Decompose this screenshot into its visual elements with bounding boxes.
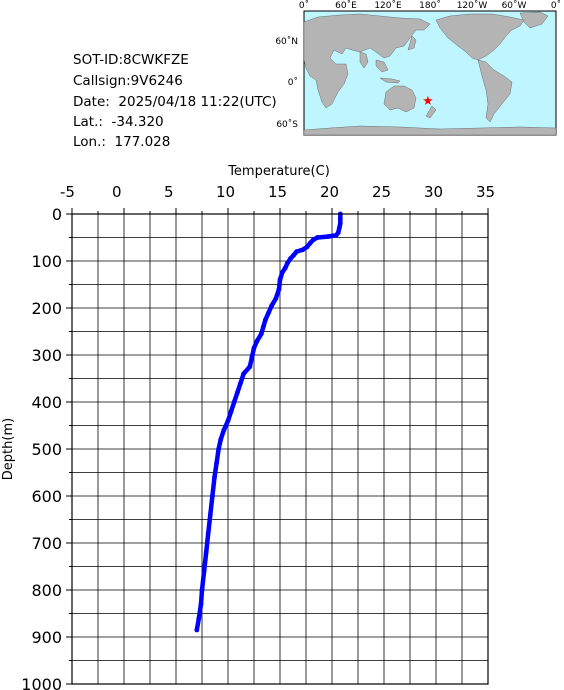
lat-label: Lat.: -34.320 xyxy=(73,114,164,130)
data-point xyxy=(228,409,234,414)
x-tick-label: 25 xyxy=(372,183,391,201)
y-tick-label: 700 xyxy=(31,534,62,553)
map-top-ticks: 0˚ 60˚E 120˚E 180˚ 120˚W 60˚W 0˚ xyxy=(299,0,561,11)
data-point xyxy=(263,317,268,323)
data-point xyxy=(207,512,213,518)
lon-label: Lon.: 177.028 xyxy=(73,134,171,150)
data-point xyxy=(199,587,205,593)
data-point xyxy=(221,427,227,433)
map-left-ticks: 60˚N 0˚ 60˚S xyxy=(275,36,298,130)
map-tick-label: 60˚W xyxy=(502,0,527,11)
y-tick-label: 800 xyxy=(31,581,62,600)
data-point xyxy=(212,474,217,480)
data-point xyxy=(337,216,343,222)
x-tick-label: 20 xyxy=(320,183,339,201)
date-label: Date: 2025/04/18 11:22(UTC) xyxy=(73,94,277,110)
x-tick-label: 0 xyxy=(112,183,122,201)
x-tick-label: 35 xyxy=(476,183,495,201)
star-icon xyxy=(423,95,433,105)
data-point xyxy=(203,550,209,555)
data-point xyxy=(231,399,237,405)
data-point xyxy=(307,240,313,246)
temperature-profile-line xyxy=(194,211,343,633)
x-tick-label: 15 xyxy=(268,183,287,201)
callsign-label: Callsign:9V6246 xyxy=(73,73,183,89)
data-point xyxy=(269,303,275,309)
data-point xyxy=(216,446,222,452)
map-tick-label: 0˚ xyxy=(551,0,561,11)
data-point xyxy=(284,260,290,266)
sot-id-label: SOT-ID:8CWKFZE xyxy=(73,52,189,68)
y-tick-label: 900 xyxy=(31,628,62,647)
data-point xyxy=(266,310,271,316)
map-tick-label: 0˚ xyxy=(288,77,298,88)
y-tick-label: 200 xyxy=(31,299,62,318)
data-point xyxy=(273,296,279,301)
data-point xyxy=(282,265,288,271)
y-tick-label: 300 xyxy=(31,346,62,365)
map-tick-label: 120˚E xyxy=(374,0,402,11)
data-point xyxy=(194,627,200,633)
x-axis-label: Temperature(C) xyxy=(227,164,330,179)
data-point xyxy=(279,270,285,276)
y-tick-label: 600 xyxy=(31,487,62,506)
map-tick-label: 120˚W xyxy=(457,0,488,11)
data-point xyxy=(201,568,207,574)
data-point xyxy=(337,221,343,226)
data-point xyxy=(325,234,331,239)
data-point xyxy=(336,225,342,231)
y-tick-label: 1000 xyxy=(21,675,62,690)
data-point xyxy=(238,380,243,386)
data-point xyxy=(315,235,320,240)
data-point xyxy=(294,249,300,255)
map-land xyxy=(303,11,557,136)
map-tick-label: 60˚N xyxy=(275,36,298,47)
data-point xyxy=(198,601,204,607)
data-point xyxy=(234,390,240,395)
data-point xyxy=(205,531,211,536)
data-point xyxy=(210,493,215,499)
map-tick-label: 60˚E xyxy=(335,0,357,11)
data-point xyxy=(225,418,231,424)
data-point xyxy=(247,364,253,370)
data-point xyxy=(260,324,266,330)
map-tick-label: 60˚S xyxy=(276,119,298,130)
x-tick-label: 30 xyxy=(424,183,443,201)
x-tick-label: -5 xyxy=(60,183,75,201)
data-point xyxy=(258,331,264,337)
data-point xyxy=(214,460,219,466)
data-point xyxy=(276,286,282,292)
data-point xyxy=(196,615,202,621)
data-point xyxy=(333,232,339,238)
series xyxy=(194,211,343,633)
axis-ticks: -5 0 5 10 15 20 25 30 35 0 100 200 300 400 500 600 700 80… xyxy=(21,183,495,690)
data-point xyxy=(254,338,260,344)
data-point xyxy=(304,244,310,250)
x-tick-label: 10 xyxy=(216,183,235,201)
data-point xyxy=(218,437,224,442)
data-point xyxy=(241,371,247,377)
y-tick-label: 0 xyxy=(52,205,62,224)
plot-frame xyxy=(71,213,489,685)
data-point xyxy=(251,345,257,351)
data-point xyxy=(288,256,293,262)
map-tick-label: 180˚ xyxy=(419,0,441,11)
y-tick-label: 100 xyxy=(31,252,62,271)
location-map: 0˚ 60˚E 120˚E 180˚ 120˚W 60˚W 0˚ 60˚N 0˚… xyxy=(275,0,561,136)
data-point xyxy=(249,354,255,360)
map-tick-label: 0˚ xyxy=(299,0,309,11)
data-point xyxy=(310,237,316,243)
y-tick-label: 400 xyxy=(31,393,62,412)
data-point xyxy=(291,252,296,258)
y-axis-label: Depth(m) xyxy=(1,418,16,480)
y-tick-label: 500 xyxy=(31,440,62,459)
x-tick-label: 5 xyxy=(164,183,174,201)
data-point xyxy=(277,277,283,283)
data-point xyxy=(300,247,306,253)
